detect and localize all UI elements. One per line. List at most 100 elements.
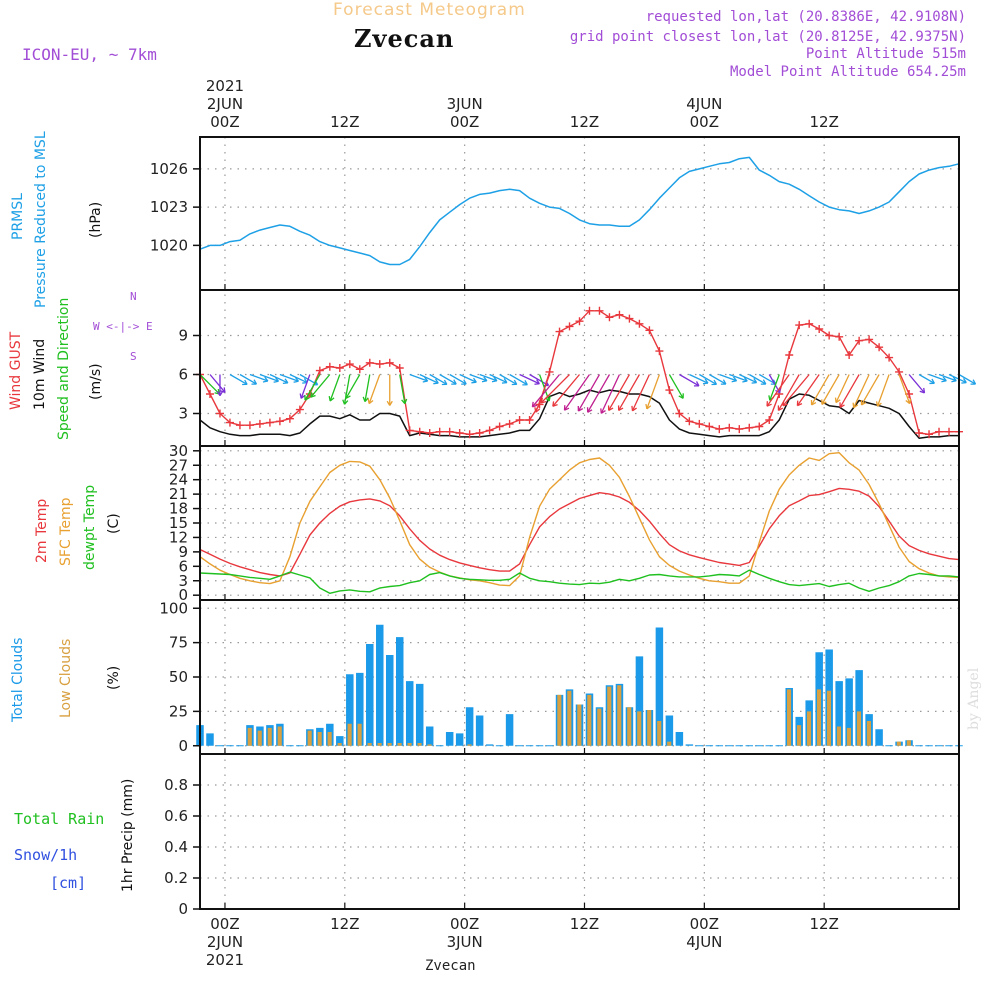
gust-marker — [915, 429, 924, 437]
low-cloud-bar — [597, 708, 602, 746]
gust-marker — [325, 362, 334, 371]
top-time-label: 3JUN — [447, 95, 483, 113]
gust-marker — [475, 429, 484, 437]
y-tick-label: 75 — [169, 634, 188, 652]
wind-arrow — [540, 374, 570, 404]
top-time-label: 00Z — [210, 113, 239, 131]
gust-marker — [385, 358, 394, 367]
gust-marker — [615, 310, 624, 319]
low-cloud-bar — [257, 730, 262, 746]
temp-sfc-line — [199, 452, 960, 587]
y-tick-label: 21 — [169, 485, 188, 503]
total-cloud-bar — [845, 678, 853, 746]
gust-marker — [655, 347, 664, 356]
wind-arrow — [459, 373, 477, 383]
wind-arrow-head — [522, 380, 528, 386]
wind-arrow-head — [941, 376, 947, 383]
low-cloud-bar — [866, 721, 871, 746]
top-time-label: 2JUN — [207, 95, 243, 113]
wind-arrow — [898, 374, 911, 404]
gust-marker — [835, 332, 844, 341]
wind-arrow — [782, 374, 810, 407]
total-cloud-bar — [465, 707, 474, 746]
wind-arrow-head — [617, 405, 624, 412]
top-time-label: 12Z — [330, 113, 359, 131]
snow-unit-label: [cm] — [50, 874, 87, 892]
wind-arrow-head — [242, 379, 248, 386]
wind-arrow — [769, 374, 780, 401]
wind-arrow-head — [645, 403, 652, 410]
wind-arrow — [199, 374, 220, 395]
y-tick-label: 3 — [178, 405, 188, 423]
wind-arrow — [449, 373, 467, 385]
wind-arrow — [509, 373, 528, 386]
wind-arrow — [479, 373, 498, 382]
pressure-line — [199, 156, 960, 266]
gust-marker — [265, 418, 274, 427]
wind-arrow — [310, 374, 331, 398]
total-rain-label: Total Rain — [14, 810, 105, 828]
wind-arrow-head — [631, 405, 637, 412]
low-cloud-bar — [856, 711, 862, 746]
wind-arrow-head — [777, 405, 784, 412]
wind-arrow — [563, 374, 591, 411]
wind-arrow-head — [852, 402, 859, 409]
low-cloud-bar — [417, 743, 422, 746]
wind-arrow-head — [401, 398, 408, 405]
wind-arrow — [229, 373, 248, 385]
y-tick-label: 18 — [169, 500, 188, 518]
wind-arrow — [519, 373, 540, 385]
wind-arrow-head — [540, 397, 547, 404]
gust-marker — [945, 427, 954, 436]
low-cloud-bar — [647, 710, 652, 746]
wind-arrow-head — [742, 376, 748, 383]
y-tick-label: 24 — [169, 471, 188, 489]
wind-arrow-head — [875, 401, 882, 407]
gust-marker — [595, 306, 604, 315]
low-cloud-bar — [467, 744, 472, 746]
wind-arrow — [289, 373, 308, 384]
wind-arrow-head — [531, 401, 538, 408]
dewpoint-line — [199, 569, 960, 594]
gust-marker — [235, 421, 244, 430]
low-cloud-bar — [397, 743, 402, 746]
y-tick-label: 0.4 — [164, 838, 188, 856]
wind-arrow — [531, 374, 561, 408]
top-time-label: 4JUN — [686, 95, 722, 113]
gust-marker — [375, 360, 384, 369]
bottom-time-label: 00Z — [210, 915, 239, 933]
gust-marker — [435, 427, 444, 436]
wind-arrow — [419, 373, 439, 384]
low-cloud-bar — [557, 694, 562, 746]
gust-marker — [525, 416, 534, 424]
wind-arrow-head — [905, 398, 912, 405]
low-cloud-bar — [587, 694, 592, 746]
wind-arrow — [269, 373, 289, 384]
total-cloud-bar — [415, 683, 424, 746]
y-tick-label: 27 — [169, 456, 188, 474]
bottom-time-label: 3JUN — [447, 933, 483, 951]
wind-arrow-head — [481, 376, 488, 383]
y-tick-label: 100 — [159, 599, 188, 617]
wind-arrow — [777, 374, 800, 411]
wind-arrow-head — [501, 378, 508, 384]
gust-marker — [485, 426, 494, 435]
wind-arrow-head — [919, 387, 926, 394]
wind-arrow — [689, 373, 709, 384]
low-cloud-bar — [826, 690, 832, 746]
gust-marker — [565, 322, 574, 331]
gust-marker — [935, 427, 944, 436]
wind-arrow — [469, 373, 488, 382]
y-tick-label: 25 — [169, 702, 188, 720]
gust-marker — [705, 422, 714, 431]
gust-marker — [815, 325, 824, 333]
wind-arrow-head — [282, 378, 289, 385]
y-tick-label: 9 — [178, 327, 188, 345]
bottom-time-label: 12Z — [809, 915, 838, 933]
wind-arrow — [552, 374, 580, 407]
wind-arrow — [499, 373, 518, 385]
gust-marker — [505, 419, 514, 428]
total-cloud-bar — [425, 726, 434, 746]
y-tick-label: 0.2 — [164, 869, 188, 887]
gust-marker — [715, 425, 724, 434]
